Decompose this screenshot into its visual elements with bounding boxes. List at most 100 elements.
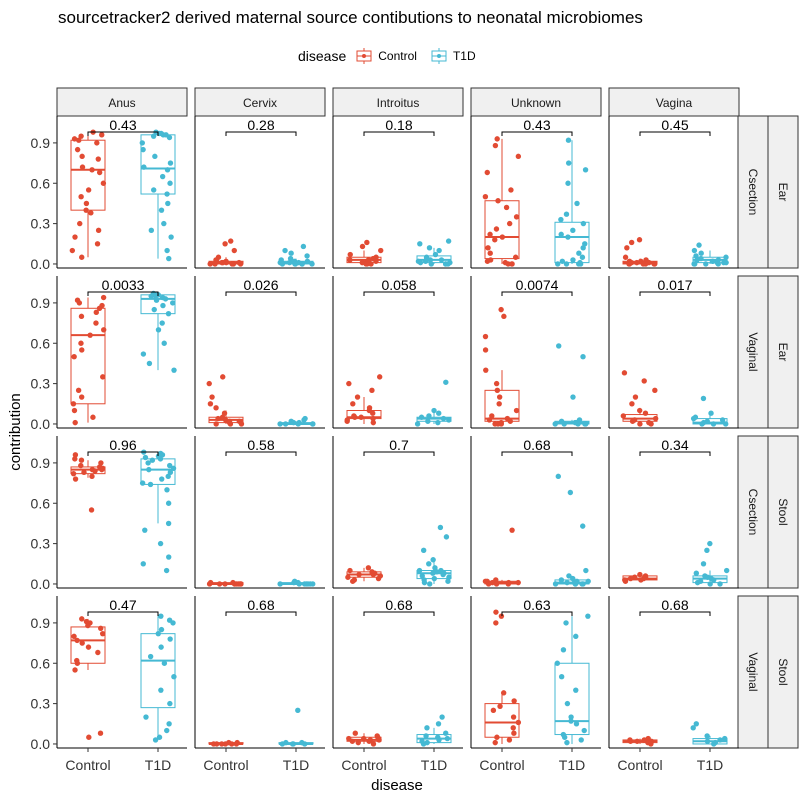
x-tick-label: T1D bbox=[421, 757, 447, 773]
y-tick-label: 0.6 bbox=[31, 495, 51, 511]
data-point bbox=[443, 730, 449, 736]
data-point bbox=[370, 419, 377, 426]
data-point bbox=[89, 167, 95, 173]
data-point bbox=[167, 636, 173, 642]
data-point bbox=[148, 227, 155, 234]
data-point bbox=[652, 387, 658, 394]
data-point bbox=[707, 540, 713, 547]
data-point bbox=[289, 741, 296, 747]
data-point bbox=[344, 418, 350, 424]
data-point bbox=[509, 527, 515, 533]
data-point bbox=[576, 250, 582, 256]
data-point bbox=[493, 380, 500, 387]
data-point bbox=[440, 415, 447, 422]
data-point bbox=[430, 570, 436, 576]
data-point bbox=[158, 644, 164, 650]
data-point bbox=[352, 730, 358, 736]
data-point bbox=[556, 343, 562, 349]
data-point bbox=[431, 407, 437, 414]
data-point bbox=[703, 261, 709, 267]
data-point bbox=[493, 226, 500, 232]
data-point bbox=[166, 721, 172, 727]
data-point bbox=[304, 258, 311, 264]
data-point bbox=[723, 421, 729, 427]
data-point bbox=[700, 561, 707, 567]
data-point bbox=[496, 401, 502, 407]
data-point bbox=[87, 332, 93, 338]
data-point bbox=[100, 180, 107, 186]
data-point bbox=[497, 703, 503, 710]
data-point bbox=[345, 574, 351, 580]
data-point bbox=[564, 700, 571, 707]
pvalue-label: 0.63 bbox=[523, 597, 550, 613]
data-point bbox=[160, 302, 166, 309]
data-point bbox=[302, 741, 308, 747]
data-point bbox=[238, 421, 245, 427]
data-point bbox=[570, 394, 576, 400]
data-point bbox=[88, 210, 94, 216]
data-point bbox=[78, 194, 84, 200]
data-point bbox=[290, 419, 297, 426]
pvalue-label: 0.58 bbox=[247, 437, 274, 453]
data-point bbox=[146, 360, 153, 367]
data-point bbox=[233, 741, 240, 747]
pvalue-bracket bbox=[87, 611, 159, 616]
data-point bbox=[492, 237, 498, 243]
data-point bbox=[277, 581, 283, 587]
data-point bbox=[156, 734, 163, 740]
data-point bbox=[709, 258, 716, 264]
data-point bbox=[507, 418, 513, 424]
data-point bbox=[708, 410, 714, 416]
x-tick-label: Control bbox=[617, 757, 662, 773]
data-point bbox=[78, 462, 84, 469]
data-point bbox=[373, 258, 379, 264]
data-point bbox=[482, 333, 489, 340]
data-point bbox=[354, 394, 361, 400]
data-point bbox=[505, 581, 512, 587]
data-point bbox=[484, 258, 491, 264]
data-point bbox=[552, 421, 558, 427]
data-point bbox=[220, 259, 226, 266]
data-point bbox=[704, 738, 711, 744]
box bbox=[346, 410, 382, 420]
data-point bbox=[301, 581, 308, 587]
box bbox=[692, 418, 728, 425]
data-point bbox=[159, 173, 166, 180]
data-point bbox=[423, 733, 429, 739]
data-point bbox=[430, 557, 436, 563]
data-point bbox=[515, 579, 521, 586]
data-point bbox=[213, 405, 219, 411]
data-point bbox=[71, 354, 77, 360]
legend: disease Control T1D bbox=[298, 47, 488, 65]
data-point bbox=[93, 320, 99, 326]
pvalue-label: 0.34 bbox=[661, 437, 688, 453]
data-point bbox=[436, 247, 442, 254]
column-strip bbox=[194, 87, 326, 117]
data-point bbox=[279, 741, 286, 747]
data-point bbox=[707, 581, 713, 587]
data-point bbox=[79, 347, 85, 353]
data-point bbox=[482, 347, 489, 353]
pvalue-label: 0.68 bbox=[661, 597, 688, 613]
pvalue-label: 0.0074 bbox=[516, 277, 559, 293]
data-point bbox=[641, 378, 647, 384]
data-point bbox=[85, 622, 91, 629]
data-point bbox=[147, 481, 154, 488]
data-point bbox=[564, 579, 570, 586]
data-point bbox=[561, 421, 567, 427]
data-point bbox=[81, 469, 87, 476]
data-point bbox=[432, 565, 438, 571]
data-point bbox=[71, 407, 78, 414]
data-point bbox=[139, 140, 145, 146]
data-point bbox=[166, 134, 173, 141]
data-point bbox=[229, 741, 235, 747]
data-point bbox=[164, 191, 170, 197]
data-point bbox=[364, 239, 370, 246]
data-point bbox=[346, 380, 352, 387]
pvalue-label: 0.28 bbox=[247, 117, 274, 133]
data-point bbox=[145, 460, 151, 466]
row-strip-delivery-label: Csection bbox=[746, 169, 760, 216]
data-point bbox=[282, 247, 288, 254]
data-point bbox=[158, 626, 165, 633]
data-point bbox=[554, 660, 561, 666]
